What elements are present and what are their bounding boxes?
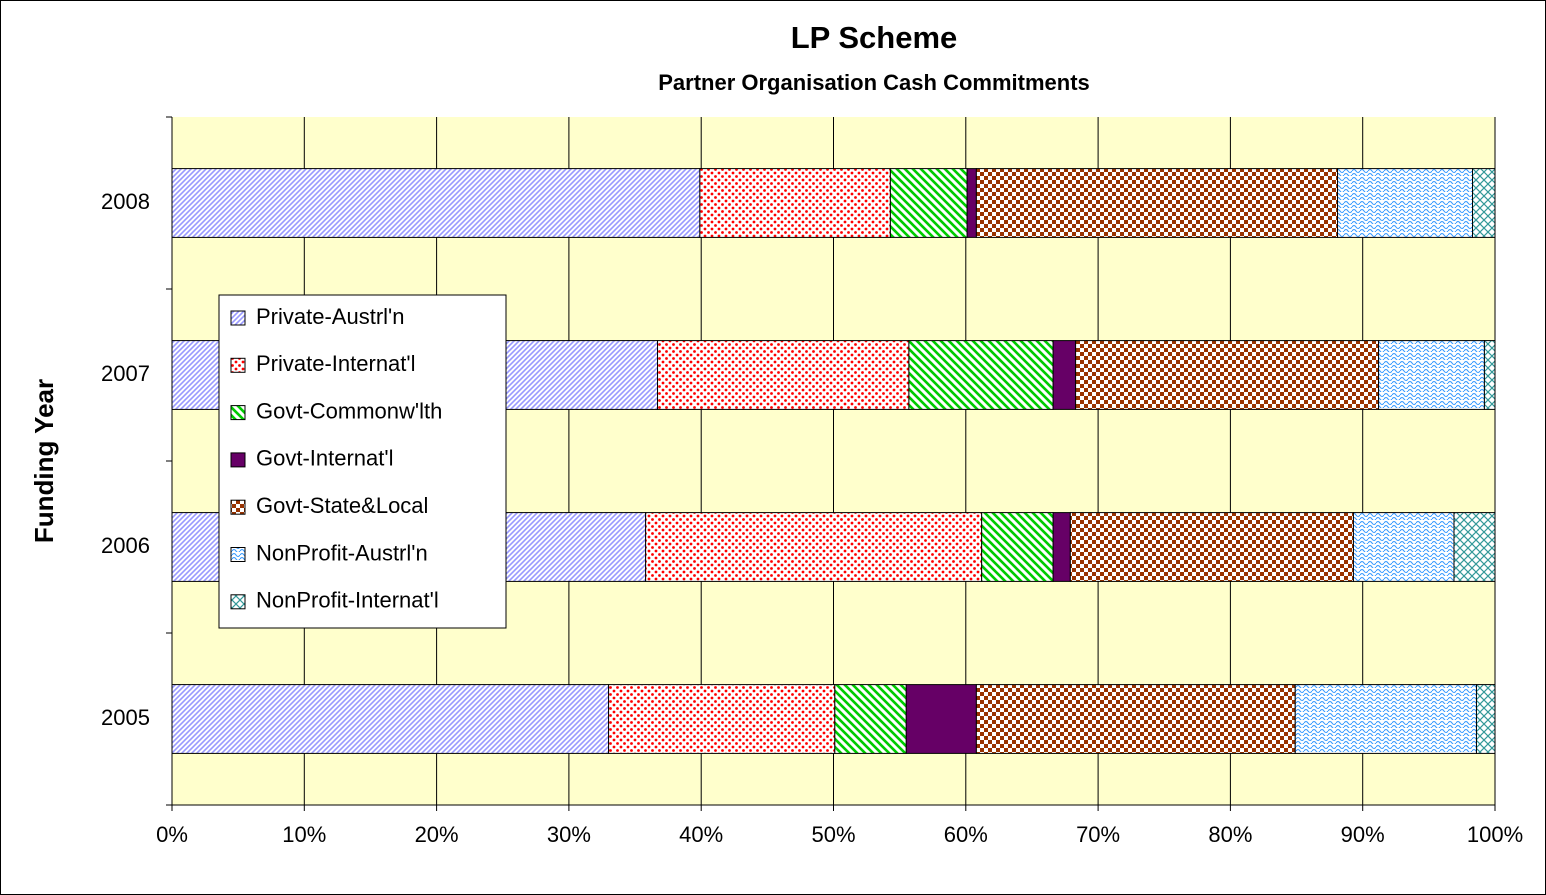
legend-swatch — [230, 594, 246, 610]
bar-segment — [608, 684, 836, 754]
bar-segment — [908, 340, 1054, 410]
chart-subtitle: Partner Organisation Cash Commitments — [658, 70, 1090, 95]
bar-segment — [1483, 340, 1496, 410]
legend-label: Private-Austrl'n — [256, 304, 404, 329]
legend-swatch — [230, 310, 246, 326]
y-tick-label: 2008 — [101, 189, 150, 214]
x-tick-label: 30% — [547, 822, 591, 847]
x-tick-label: 40% — [679, 822, 723, 847]
x-tick-label: 80% — [1208, 822, 1252, 847]
bar-segment — [699, 168, 891, 238]
y-tick-label: 2005 — [101, 705, 150, 730]
bar-segment — [1294, 684, 1477, 754]
bar-segment — [975, 684, 1296, 754]
bar-segment — [1052, 340, 1077, 410]
y-axis-label: Funding Year — [29, 379, 59, 543]
x-tick-label: 20% — [415, 822, 459, 847]
legend-swatch — [230, 357, 246, 373]
bar-segment — [1453, 512, 1496, 582]
bar-segment — [975, 168, 1339, 238]
bar-segment — [1475, 684, 1496, 754]
bar-segment — [1069, 512, 1354, 582]
legend-swatch — [230, 405, 246, 421]
x-tick-label: 50% — [811, 822, 855, 847]
legend-label: Govt-Internat'l — [256, 446, 393, 471]
bar-segment — [645, 512, 983, 582]
x-tick-label: 90% — [1341, 822, 1385, 847]
legend-swatch — [230, 499, 246, 515]
y-tick-label: 2007 — [101, 361, 150, 386]
x-tick-label: 100% — [1467, 822, 1523, 847]
x-tick-label: 70% — [1076, 822, 1120, 847]
bar-segment — [1472, 168, 1496, 238]
legend-box — [218, 294, 507, 629]
bar-segment — [966, 168, 977, 238]
bar-segment — [834, 684, 907, 754]
bar-segment — [1052, 512, 1071, 582]
bar-segment — [1352, 512, 1455, 582]
x-tick-label: 10% — [282, 822, 326, 847]
legend-swatch — [230, 452, 246, 468]
bar-segment — [1337, 168, 1474, 238]
legend-label: Govt-Commonw'lth — [256, 398, 442, 423]
bar-segment — [171, 168, 701, 238]
x-tick-label: 60% — [944, 822, 988, 847]
legend: Private-Austrl'n Private-Internat'l Govt-C… — [218, 294, 507, 629]
bar-segment — [981, 512, 1054, 582]
x-tick-label: 0% — [156, 822, 188, 847]
legend-label: NonProfit-Austrl'n — [256, 540, 428, 565]
legend-label: NonProfit-Internat'l — [256, 588, 439, 613]
legend-label: Private-Internat'l — [256, 351, 416, 376]
chart-title: LP Scheme — [791, 20, 958, 55]
legend-label: Govt-State&Local — [256, 493, 428, 518]
bar-segment — [1378, 340, 1485, 410]
legend-swatch — [230, 547, 246, 562]
bar-segment — [171, 684, 610, 754]
y-tick-label: 2006 — [101, 533, 150, 558]
bar-segment — [889, 168, 968, 238]
bar-segment — [657, 340, 910, 410]
bar-segment — [905, 684, 977, 754]
bar-segment — [1075, 340, 1380, 410]
